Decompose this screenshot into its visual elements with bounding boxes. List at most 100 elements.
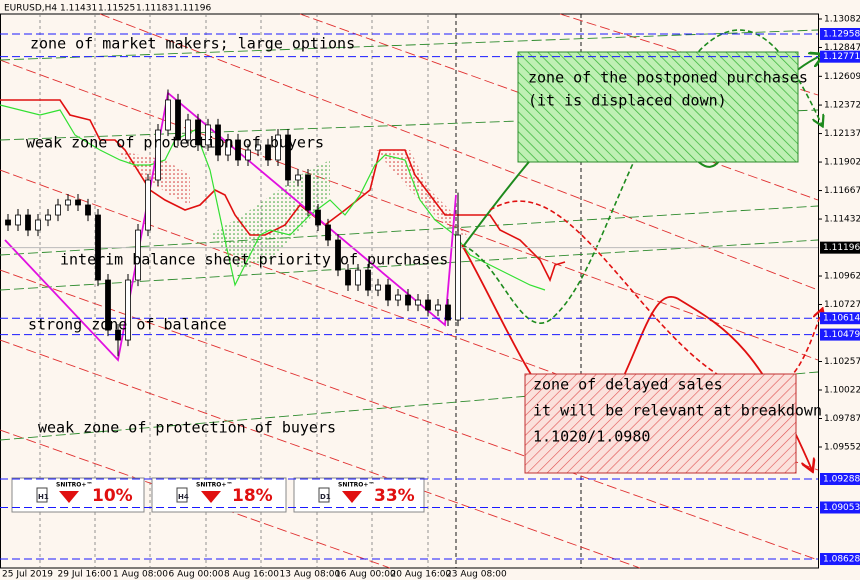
x-tick-label: 25 Jul 2019 <box>2 570 53 580</box>
candle-body <box>205 124 211 146</box>
candle-body <box>245 149 251 161</box>
candle-body <box>435 304 441 311</box>
widget-timeframe: D1 <box>320 493 331 501</box>
candle-body <box>105 279 111 331</box>
candle-body <box>135 229 141 281</box>
level-label-bg <box>820 328 860 341</box>
level-label-bg <box>820 553 860 566</box>
candle-body <box>415 299 421 306</box>
level-label-bg <box>820 312 860 325</box>
y-tick-label: 1.11667 <box>824 186 860 196</box>
level-label-bg <box>820 473 860 486</box>
candle-body <box>55 204 61 216</box>
candle-body <box>15 214 21 226</box>
level-label-bg <box>820 501 860 514</box>
down-arrows <box>59 491 362 503</box>
sell-zone-text: 1.1020/1.0980 <box>533 428 650 446</box>
widget-timeframe: H1 <box>38 493 49 501</box>
current-price-bg <box>820 241 860 254</box>
header-value: 1.11431 <box>60 4 97 14</box>
y-tick-label: 1.09552 <box>824 442 860 452</box>
header-value: 1.11525 <box>98 4 135 14</box>
candle-body <box>275 134 281 161</box>
candle-body <box>455 234 461 321</box>
candle-body <box>5 219 11 226</box>
y-tick-label: 1.12137 <box>824 129 860 139</box>
candle-body <box>335 239 341 271</box>
candle-body <box>65 199 71 206</box>
x-tick-label: 23 Aug 08:00 <box>446 570 507 580</box>
candle-body <box>185 119 191 141</box>
widget-frames <box>11 477 425 513</box>
annotation: strong zone of balance <box>28 316 227 334</box>
symbol-title: EURUSD,H4 <box>4 4 57 14</box>
x-tick-label: 29 Jul 16:00 <box>58 570 112 580</box>
candle-body <box>385 284 391 301</box>
forecast-red-dashed <box>489 200 822 390</box>
annotation: weak zone of protection of buyers <box>26 134 324 152</box>
widget-value: 18% <box>232 486 273 506</box>
y-tick-label: 1.13082 <box>824 14 860 24</box>
forecast-green-dashed <box>461 29 822 324</box>
widget-timeframe: H4 <box>178 493 189 501</box>
candle-body <box>165 99 171 131</box>
x-tick-label: 6 Aug 00:00 <box>169 570 224 580</box>
widget-brand: SNITRO+™ <box>56 482 92 489</box>
buy-zone-text: zone of the postponed purchases <box>528 69 808 87</box>
candle-body <box>425 299 431 311</box>
candle-body <box>155 129 161 181</box>
sell-zone-text: it will be relevant at breakdown <box>533 402 822 420</box>
widget-icon <box>318 487 330 503</box>
level-label: 1.12958 <box>823 30 860 40</box>
cloud <box>210 160 330 270</box>
candle-body <box>95 214 101 281</box>
y-tick-label: 1.12609 <box>824 72 860 82</box>
header-value: 1.11183 <box>136 4 173 14</box>
candle-body <box>175 99 181 141</box>
candle-body <box>25 214 31 231</box>
candle-body <box>365 269 371 291</box>
candle-body <box>115 329 121 341</box>
y-tick-label: 1.11902 <box>824 158 860 168</box>
widget-icon <box>36 487 48 503</box>
candle-body <box>215 124 221 156</box>
candle-body <box>145 179 151 231</box>
header-value: 1.11196 <box>174 4 211 14</box>
candle-body <box>35 219 41 231</box>
y-tick-label: 1.12372 <box>824 101 860 111</box>
widget-icon <box>176 487 188 503</box>
candle-body <box>305 174 311 211</box>
candle-body <box>405 294 411 306</box>
x-tick-label: 20 Aug 16:00 <box>391 570 452 580</box>
level-label-bg <box>820 50 860 63</box>
widget-value: 33% <box>374 486 415 506</box>
candle-body <box>285 134 291 181</box>
y-tick-label: 1.10022 <box>824 386 860 396</box>
candle-body <box>225 139 231 156</box>
forecast-red <box>461 244 812 470</box>
candle-body <box>375 284 381 291</box>
candle-body <box>45 214 51 221</box>
green-channel <box>0 29 819 441</box>
widget-value: 10% <box>92 486 133 506</box>
candle-body <box>325 224 331 241</box>
candle-body <box>395 294 401 301</box>
candle-body <box>445 304 451 321</box>
level-label-bg <box>820 28 860 41</box>
sell-zone-text: zone of delayed sales <box>533 376 723 394</box>
y-tick-label: 1.09787 <box>824 414 860 424</box>
level-label: 1.08628 <box>823 555 860 565</box>
candle-body <box>265 144 271 161</box>
y-tick-label: 1.11432 <box>824 215 860 225</box>
widget-brand: SNITRO+™ <box>338 482 374 489</box>
candle-body <box>315 209 321 226</box>
current-price-label: 1.11196 <box>823 243 860 253</box>
buy-zone-text: (it is displaced down) <box>528 92 727 110</box>
y-tick-label: 1.10727 <box>824 300 860 310</box>
kijun-line <box>0 99 566 283</box>
tenkan-line <box>0 104 546 291</box>
level-label: 1.09053 <box>823 503 860 513</box>
candle-body <box>125 279 131 341</box>
candle-body <box>355 269 361 286</box>
